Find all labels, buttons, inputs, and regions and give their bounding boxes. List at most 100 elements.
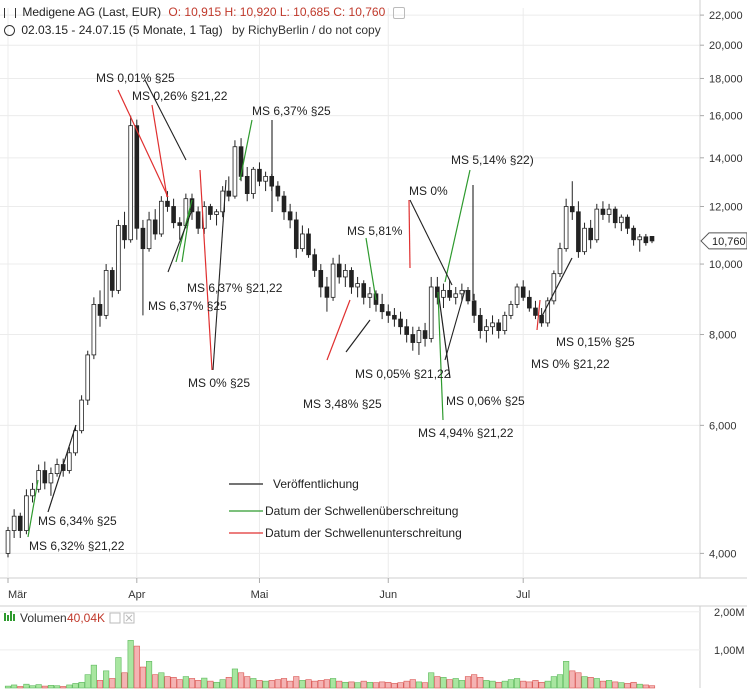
volume-bar xyxy=(452,678,459,689)
candle-body xyxy=(330,263,336,298)
date-axis: Mär Apr Mai Jun Jul xyxy=(7,578,530,601)
volume-bar xyxy=(274,679,281,689)
volume-bar xyxy=(618,682,625,689)
volume-bar xyxy=(599,680,606,689)
volume-close-button[interactable] xyxy=(123,612,135,624)
candle-body xyxy=(48,473,54,484)
x-tick-label: Apr xyxy=(128,589,145,601)
candle-body xyxy=(312,254,317,271)
volume-bar xyxy=(164,676,171,689)
y-tick-label: 8,000 xyxy=(709,330,737,342)
chart-grid xyxy=(0,8,747,579)
volume-bar xyxy=(520,680,527,689)
volume-bar xyxy=(477,677,484,689)
annotation-label: MS 5,81% xyxy=(347,224,403,238)
annotation-line xyxy=(365,237,377,301)
volume-bar xyxy=(262,680,269,689)
candle-body xyxy=(594,208,600,241)
candle-body xyxy=(244,175,250,194)
candle-body xyxy=(79,399,84,432)
volume-bar xyxy=(354,682,361,689)
candle-body xyxy=(73,430,78,454)
candle-body xyxy=(563,206,569,250)
volume-bar xyxy=(219,679,226,689)
volume-bar xyxy=(563,661,570,689)
candle-body xyxy=(208,206,213,215)
candle-body xyxy=(195,211,201,229)
volume-bar xyxy=(587,677,594,689)
volume-bar xyxy=(569,670,576,689)
annotation-label: MS 6,37% §21,22 xyxy=(187,281,283,295)
x-tick-label: Jun xyxy=(379,589,397,601)
volume-tick-label: 1,00M xyxy=(714,645,745,657)
annotation-label: MS 0% §25 xyxy=(188,376,250,390)
header-settings-button[interactable] xyxy=(392,6,405,19)
candle-body xyxy=(643,236,649,244)
annotation-line xyxy=(212,179,227,371)
volume-bar xyxy=(152,674,159,689)
y-tick-label: 10,000 xyxy=(709,259,743,271)
volume-bar xyxy=(630,681,637,689)
volume-bar xyxy=(176,679,183,689)
volume-bar xyxy=(483,680,490,689)
candle-body xyxy=(435,286,440,298)
annotation-line xyxy=(27,479,39,538)
volume-bar xyxy=(323,679,330,689)
candle-body xyxy=(569,206,575,213)
volume-bar xyxy=(225,677,232,689)
volume-bar xyxy=(415,681,422,689)
candle-body xyxy=(514,286,520,305)
volume-bar xyxy=(293,676,300,689)
candle-body xyxy=(324,286,330,298)
annotation-line xyxy=(437,289,451,379)
volume-bar xyxy=(385,681,392,689)
candle-body xyxy=(508,304,514,316)
candle-body xyxy=(293,219,299,250)
annotation-label: MS 0,15% §25 xyxy=(556,335,635,349)
candle-body xyxy=(134,125,140,229)
volume-bar xyxy=(244,676,251,689)
volume-settings-button[interactable] xyxy=(109,612,121,624)
candle-body xyxy=(257,168,262,182)
candle-body xyxy=(109,270,115,291)
volume-value: 40,04K xyxy=(67,611,105,625)
volume-bar xyxy=(188,678,196,689)
annotation-label: MS 0% §21,22 xyxy=(531,357,610,371)
candle-body xyxy=(349,270,354,288)
last-price-tag xyxy=(700,232,747,250)
volume-bar xyxy=(526,681,533,689)
candle-body xyxy=(520,286,526,298)
volume-bar xyxy=(606,680,613,689)
volume-bar xyxy=(501,680,508,689)
annotation-line xyxy=(47,424,77,513)
candle-body xyxy=(85,354,91,401)
volume-bar xyxy=(581,676,588,689)
price-axis: 4,000 6,000 8,000 10,000 12,000 14,000 16,000 1… xyxy=(699,0,743,578)
volume-bar xyxy=(575,672,582,689)
candle-body xyxy=(30,488,35,497)
volume-bar xyxy=(464,676,472,689)
volume-header: Volumen 40,04K xyxy=(4,611,135,625)
volume-bar xyxy=(170,677,177,689)
volume-bar xyxy=(544,680,551,689)
annotation-label: MS 0,06% §25 xyxy=(446,394,525,408)
annotation-label: MS 5,14% §22) xyxy=(451,153,534,167)
volume-bar xyxy=(317,680,324,689)
volume-bar xyxy=(446,679,453,689)
volume-icon xyxy=(13,614,15,621)
date-range: 02.03.15 - 24.07.15 (5 Monate, 1 Tag) xyxy=(21,23,223,37)
candle-body xyxy=(165,200,170,207)
annotation-label: MS 4,94% §21,22 xyxy=(418,426,514,440)
author-note: by RichyBerlin / do not copy xyxy=(231,23,381,37)
candle-body xyxy=(171,206,176,224)
legend-label: Datum der Schwellenüberschreitung xyxy=(265,504,458,518)
annotation-line xyxy=(167,209,193,273)
volume-bar xyxy=(403,680,410,689)
candle-body xyxy=(631,227,636,241)
candle-body xyxy=(625,216,630,229)
candle-body xyxy=(24,495,29,531)
candle-body xyxy=(367,293,373,298)
instrument-name: Medigene AG (Last, EUR) xyxy=(22,5,162,19)
candle-body xyxy=(428,286,434,339)
y-tick-label: 18,000 xyxy=(709,73,743,85)
